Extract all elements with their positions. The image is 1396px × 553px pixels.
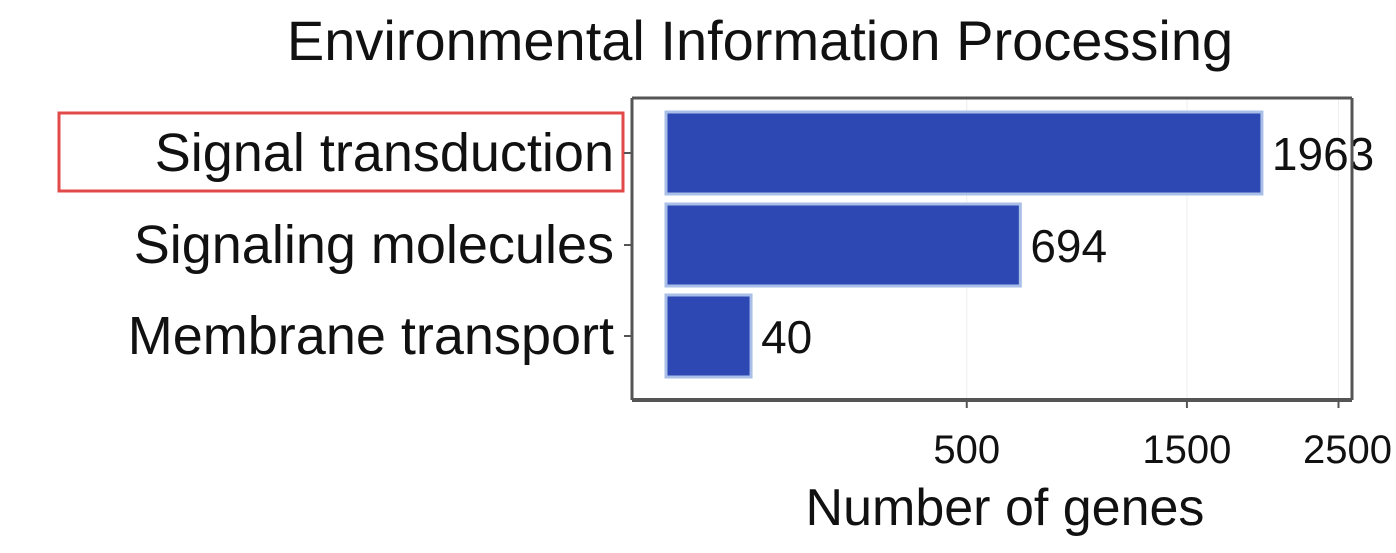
label-layer: 1963 Signal transduction 694 Signaling mole…: [57, 111, 1374, 366]
bar-1: [664, 202, 1022, 288]
data-label-2: 40: [761, 311, 812, 363]
bar-2: [664, 293, 753, 379]
data-label-0: 1963: [1272, 128, 1374, 180]
x-tick-label-0: 500: [933, 428, 1000, 472]
axis-layer: 500 1500 2500: [624, 96, 1392, 472]
data-label-1: 694: [1030, 220, 1107, 272]
x-tick-label-2: 2500: [1303, 428, 1392, 472]
x-tick-label-1: 1500: [1142, 428, 1231, 472]
bar-0: [664, 110, 1264, 196]
x-axis-label: Number of genes: [806, 479, 1205, 537]
bar-layer: [664, 110, 1264, 379]
category-label-0: Signal transduction: [155, 123, 614, 183]
category-label-1: Signaling molecules: [134, 215, 614, 275]
highlight-box: [57, 111, 625, 193]
chart-title: Environmental Information Processing: [287, 9, 1233, 72]
category-label-2: Membrane transport: [128, 306, 614, 366]
